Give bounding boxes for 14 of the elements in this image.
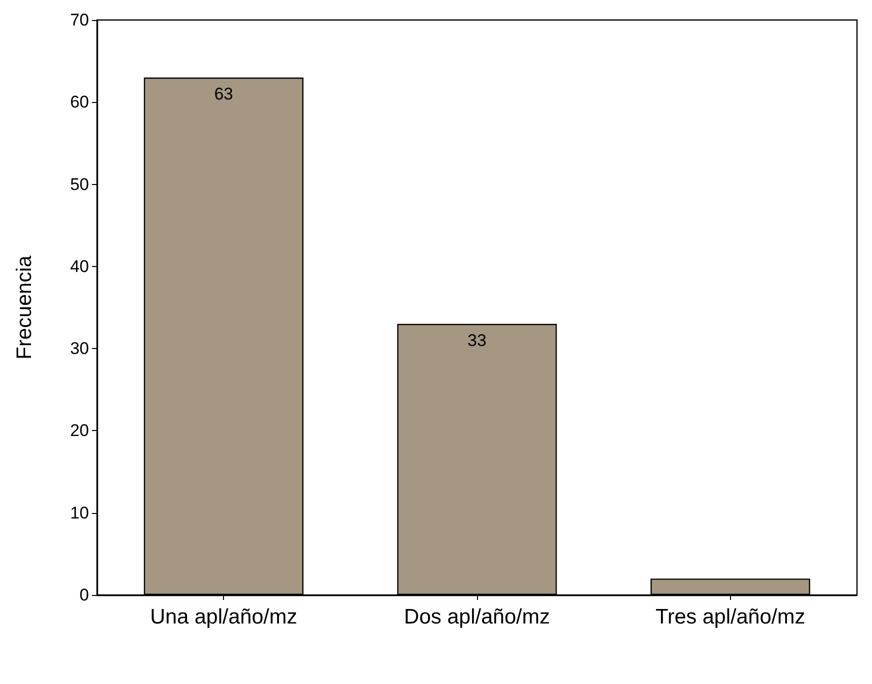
y-tick-label: 10	[70, 503, 89, 522]
y-tick-label: 50	[70, 174, 89, 194]
y-tick-label: 30	[70, 339, 89, 358]
x-tick-label: Tres apl/año/mz	[655, 606, 806, 628]
data-label: 63	[214, 84, 234, 104]
x-tick-label: Una apl/año/mz	[150, 606, 298, 628]
y-axis-title: Frecuencia	[13, 255, 36, 360]
y-tick-label: 60	[70, 92, 89, 112]
y-tick-label: 20	[70, 421, 89, 440]
y-tick-label: 0	[80, 586, 89, 604]
y-tick-label: 70	[70, 10, 89, 30]
y-tick-label: 40	[70, 256, 89, 276]
data-label: 33	[468, 330, 486, 350]
x-tick-label: Dos apl/año/mz	[404, 606, 550, 628]
